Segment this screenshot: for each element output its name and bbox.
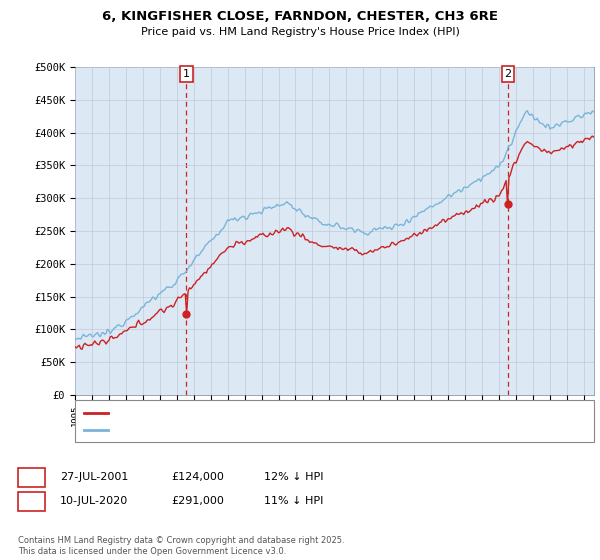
Text: 1: 1 [28,472,35,482]
Text: Contains HM Land Registry data © Crown copyright and database right 2025.
This d: Contains HM Land Registry data © Crown c… [18,536,344,556]
Text: 1: 1 [183,69,190,79]
Text: 11% ↓ HPI: 11% ↓ HPI [264,496,323,506]
Text: 2: 2 [505,69,512,79]
Text: 6, KINGFISHER CLOSE, FARNDON, CHESTER, CH3 6RE (detached house): 6, KINGFISHER CLOSE, FARNDON, CHESTER, C… [114,408,464,418]
Text: £124,000: £124,000 [171,472,224,482]
Text: 27-JUL-2001: 27-JUL-2001 [60,472,128,482]
Text: 10-JUL-2020: 10-JUL-2020 [60,496,128,506]
Text: 2: 2 [28,496,35,506]
Text: 6, KINGFISHER CLOSE, FARNDON, CHESTER, CH3 6RE: 6, KINGFISHER CLOSE, FARNDON, CHESTER, C… [102,10,498,22]
Text: 12% ↓ HPI: 12% ↓ HPI [264,472,323,482]
Text: £291,000: £291,000 [171,496,224,506]
Text: HPI: Average price, detached house, Cheshire West and Chester: HPI: Average price, detached house, Ches… [114,425,427,435]
Text: Price paid vs. HM Land Registry's House Price Index (HPI): Price paid vs. HM Land Registry's House … [140,27,460,37]
